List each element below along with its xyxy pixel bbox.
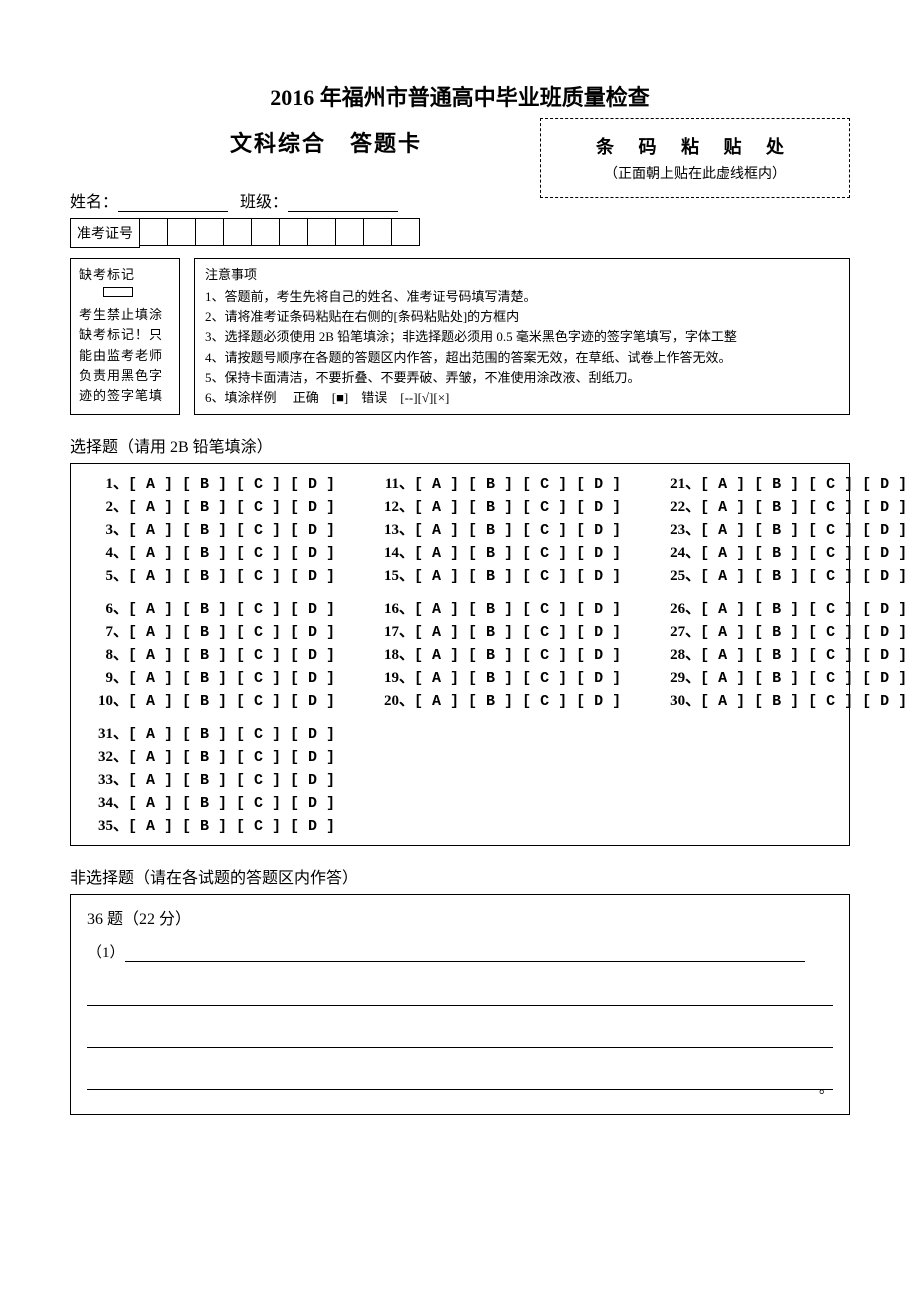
mc-item[interactable]: 2、[ A ] [ B ] [ C ] [ D ]: [89, 495, 335, 516]
mc-item[interactable]: 21、[ A ] [ B ] [ C ] [ D ]: [661, 472, 907, 493]
mc-item[interactable]: 32、[ A ] [ B ] [ C ] [ D ]: [89, 745, 335, 766]
mc-spacer: [661, 712, 907, 720]
mc-item[interactable]: 17、[ A ] [ B ] [ C ] [ D ]: [375, 620, 621, 641]
barcode-title: 条 码 粘 贴 处: [561, 133, 829, 159]
mc-section-title: 选择题（请用 2B 铅笔填涂）: [70, 433, 850, 457]
ticket-cell[interactable]: [364, 218, 392, 246]
ticket-cell[interactable]: [308, 218, 336, 246]
ticket-cells[interactable]: [140, 218, 420, 248]
mc-item[interactable]: 31、[ A ] [ B ] [ C ] [ D ]: [89, 722, 335, 743]
mc-box: 1、[ A ] [ B ] [ C ] [ D ] 11、[ A ] [ B ] …: [70, 463, 850, 846]
mc-item[interactable]: 18、[ A ] [ B ] [ C ] [ D ]: [375, 643, 621, 664]
class-label: 班级：: [240, 194, 288, 211]
frq-answer-line[interactable]: [87, 1026, 833, 1048]
mc-item[interactable]: 14、[ A ] [ B ] [ C ] [ D ]: [375, 541, 621, 562]
subtitle-row: 文科综合 答题卡 条 码 粘 贴 处 （正面朝上贴在此虚线框内）: [70, 122, 850, 198]
frq-sub-row: （1）: [87, 941, 833, 962]
mc-item[interactable]: 20、[ A ] [ B ] [ C ] [ D ]: [375, 689, 621, 710]
mc-item: [661, 722, 907, 743]
mc-item[interactable]: 8、[ A ] [ B ] [ C ] [ D ]: [89, 643, 335, 664]
mc-spacer: [89, 587, 335, 595]
notice-item: 5、保持卡面清洁，不要折叠、不要弄破、弄皱，不准使用涂改液、刮纸刀。: [205, 368, 839, 388]
class-blank[interactable]: [288, 196, 398, 212]
notice-box: 注意事项 1、答题前，考生先将自己的姓名、准考证号码填写清楚。2、请将准考证条码…: [194, 258, 850, 415]
mc-item[interactable]: 4、[ A ] [ B ] [ C ] [ D ]: [89, 541, 335, 562]
mc-item[interactable]: 30、[ A ] [ B ] [ C ] [ D ]: [661, 689, 907, 710]
frq-answer-line[interactable]: [125, 944, 805, 962]
ticket-row: 准考证号: [70, 218, 850, 248]
notice-item: 4、请按题号顺序在各题的答题区内作答，超出范围的答案无效，在草纸、试卷上作答无效…: [205, 348, 839, 368]
mc-item[interactable]: 25、[ A ] [ B ] [ C ] [ D ]: [661, 564, 907, 585]
absent-label: 缺考标记: [79, 265, 171, 285]
ticket-cell[interactable]: [140, 218, 168, 246]
absent-box: 缺考标记 考生禁止填涂缺考标记！只能由监考老师负责用黑色字迹的签字笔填: [70, 258, 180, 415]
mc-item[interactable]: 23、[ A ] [ B ] [ C ] [ D ]: [661, 518, 907, 539]
mc-item[interactable]: 24、[ A ] [ B ] [ C ] [ D ]: [661, 541, 907, 562]
mc-item: [375, 791, 621, 812]
ticket-cell[interactable]: [280, 218, 308, 246]
mc-item[interactable]: 29、[ A ] [ B ] [ C ] [ D ]: [661, 666, 907, 687]
barcode-area: 条 码 粘 贴 处 （正面朝上贴在此虚线框内）: [540, 118, 850, 198]
ticket-cell[interactable]: [392, 218, 420, 246]
mc-spacer: [661, 587, 907, 595]
ticket-cell[interactable]: [252, 218, 280, 246]
mc-item[interactable]: 5、[ A ] [ B ] [ C ] [ D ]: [89, 564, 335, 585]
frq-answer-line[interactable]: [87, 1068, 833, 1090]
name-label: 姓名：: [70, 194, 118, 211]
mc-item[interactable]: 3、[ A ] [ B ] [ C ] [ D ]: [89, 518, 335, 539]
notice-item: 6、填涂样例 正确 [■] 错误 [--][√][×]: [205, 388, 839, 408]
frq-header: 36 题（22 分）: [87, 905, 833, 929]
exam-subtitle: 文科综合 答题卡: [230, 122, 422, 158]
ticket-cell[interactable]: [224, 218, 252, 246]
mc-item: [661, 791, 907, 812]
mc-item[interactable]: 11、[ A ] [ B ] [ C ] [ D ]: [375, 472, 621, 493]
mc-item[interactable]: 34、[ A ] [ B ] [ C ] [ D ]: [89, 791, 335, 812]
name-blank[interactable]: [118, 196, 228, 212]
absent-mark-rect: [103, 287, 133, 297]
mc-item[interactable]: 27、[ A ] [ B ] [ C ] [ D ]: [661, 620, 907, 641]
mc-item[interactable]: 28、[ A ] [ B ] [ C ] [ D ]: [661, 643, 907, 664]
frq-answer-line[interactable]: [87, 984, 833, 1006]
mc-item[interactable]: 26、[ A ] [ B ] [ C ] [ D ]: [661, 597, 907, 618]
info-row: 缺考标记 考生禁止填涂缺考标记！只能由监考老师负责用黑色字迹的签字笔填 注意事项…: [70, 258, 850, 415]
ticket-label: 准考证号: [70, 218, 140, 248]
ticket-cell[interactable]: [336, 218, 364, 246]
mc-item[interactable]: 35、[ A ] [ B ] [ C ] [ D ]: [89, 814, 335, 835]
mc-item[interactable]: 7、[ A ] [ B ] [ C ] [ D ]: [89, 620, 335, 641]
mc-item[interactable]: 15、[ A ] [ B ] [ C ] [ D ]: [375, 564, 621, 585]
frq-box: 36 题（22 分） （1）: [70, 894, 850, 1115]
mc-item[interactable]: 19、[ A ] [ B ] [ C ] [ D ]: [375, 666, 621, 687]
mc-item: [375, 768, 621, 789]
mc-item[interactable]: 13、[ A ] [ B ] [ C ] [ D ]: [375, 518, 621, 539]
mc-item: [661, 814, 907, 835]
mc-item: [661, 745, 907, 766]
mc-item: [375, 722, 621, 743]
frq-sub-label: （1）: [87, 945, 125, 961]
ticket-cell[interactable]: [196, 218, 224, 246]
mc-item[interactable]: 10、[ A ] [ B ] [ C ] [ D ]: [89, 689, 335, 710]
absent-text: 考生禁止填涂缺考标记！只能由监考老师负责用黑色字迹的签字笔填: [79, 305, 171, 406]
mc-item: [375, 745, 621, 766]
mc-spacer: [89, 712, 335, 720]
mc-item: [375, 814, 621, 835]
mc-item[interactable]: 6、[ A ] [ B ] [ C ] [ D ]: [89, 597, 335, 618]
mc-item[interactable]: 12、[ A ] [ B ] [ C ] [ D ]: [375, 495, 621, 516]
notice-title: 注意事项: [205, 265, 839, 285]
barcode-hint: （正面朝上贴在此虚线框内）: [561, 163, 829, 183]
exam-title: 2016 年福州市普通高中毕业班质量检查: [70, 80, 850, 112]
ticket-cell[interactable]: [168, 218, 196, 246]
mc-item[interactable]: 9、[ A ] [ B ] [ C ] [ D ]: [89, 666, 335, 687]
frq-section-title: 非选择题（请在各试题的答题区内作答）: [70, 864, 850, 888]
notice-item: 3、选择题必须使用 2B 铅笔填涂；非选择题必须用 0.5 毫米黑色字迹的签字笔…: [205, 327, 839, 347]
notice-item: 1、答题前，考生先将自己的姓名、准考证号码填写清楚。: [205, 287, 839, 307]
notice-item: 2、请将准考证条码粘贴在右侧的[条码粘贴处]的方框内: [205, 307, 839, 327]
mc-spacer: [375, 712, 621, 720]
mc-item[interactable]: 1、[ A ] [ B ] [ C ] [ D ]: [89, 472, 335, 493]
mc-spacer: [375, 587, 621, 595]
mc-item[interactable]: 33、[ A ] [ B ] [ C ] [ D ]: [89, 768, 335, 789]
mc-item[interactable]: 16、[ A ] [ B ] [ C ] [ D ]: [375, 597, 621, 618]
mc-item: [661, 768, 907, 789]
mc-item[interactable]: 22、[ A ] [ B ] [ C ] [ D ]: [661, 495, 907, 516]
